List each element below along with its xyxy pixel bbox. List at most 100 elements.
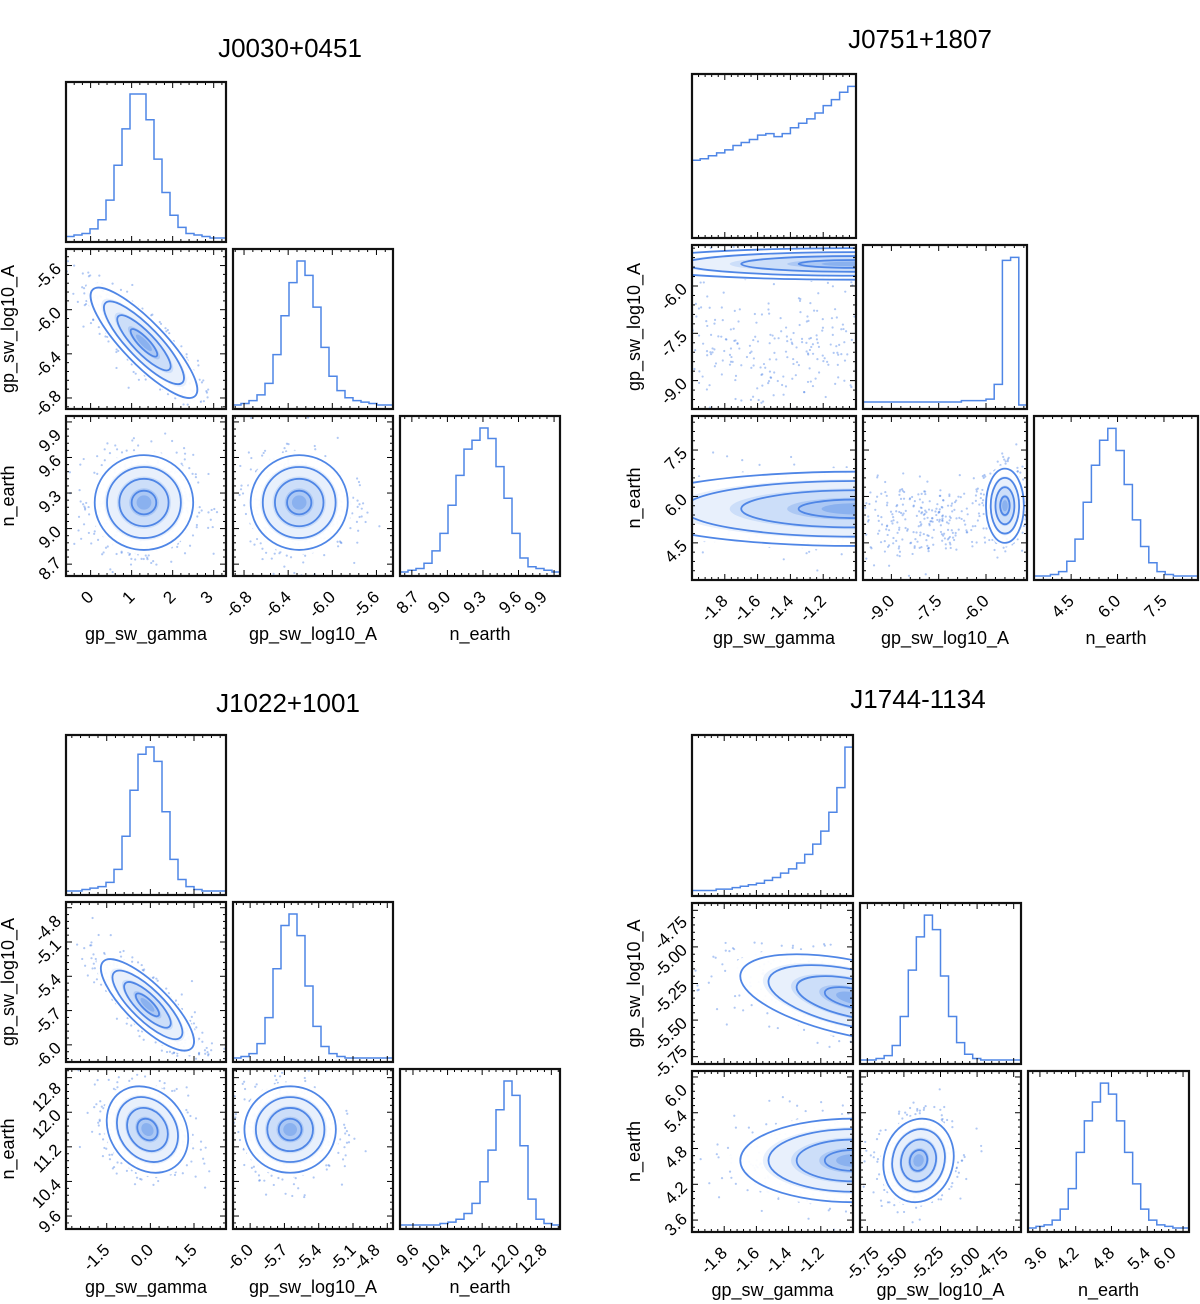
scatter-point — [877, 355, 879, 357]
scatter-point — [738, 308, 741, 311]
scatter-point — [906, 329, 908, 331]
scatter-point — [777, 337, 780, 340]
axes-frame — [861, 243, 1029, 411]
scatter-point — [928, 477, 930, 479]
scatter-point — [943, 261, 945, 263]
scatter-point — [974, 272, 976, 274]
scatter-point — [857, 526, 859, 528]
scatter-point — [541, 272, 543, 274]
scatter-point — [283, 565, 286, 568]
scatter-point — [501, 395, 503, 397]
scatter-point — [241, 492, 245, 495]
scatter-point — [955, 263, 957, 265]
scatter-point — [749, 351, 752, 355]
scatter-point — [875, 373, 877, 375]
scatter-point — [693, 367, 696, 371]
scatter-point — [860, 257, 862, 259]
scatter-point — [82, 523, 86, 526]
x-tick-label: 9.9 — [521, 587, 551, 617]
scatter-point — [872, 481, 874, 483]
scatter-point — [824, 395, 827, 399]
scatter-point — [120, 550, 123, 553]
scatter-point — [195, 523, 198, 527]
scatter-point — [729, 347, 733, 350]
scatter-point — [889, 254, 891, 256]
scatter-point — [899, 265, 901, 267]
scatter-point — [857, 260, 859, 262]
scatter-point — [857, 507, 859, 509]
scatter-point — [168, 332, 171, 335]
scatter-point — [871, 502, 873, 504]
histogram-bin — [790, 128, 798, 238]
scatter-point — [571, 340, 573, 342]
scatter-point — [795, 346, 798, 349]
scatter-point — [270, 557, 273, 560]
scatter-point — [897, 261, 899, 263]
scatter-point — [648, 274, 650, 276]
scatter-point — [273, 552, 276, 555]
scatter-point — [336, 540, 339, 543]
scatter-point — [607, 506, 609, 508]
scatter-point — [203, 432, 205, 434]
scatter-point — [958, 264, 960, 266]
scatter-point — [721, 319, 724, 322]
scatter-point — [879, 506, 881, 508]
x-tick-label: 8.7 — [393, 587, 423, 617]
scatter-point — [988, 261, 990, 263]
scatter-point — [792, 331, 795, 335]
scatter-point — [96, 455, 99, 458]
scatter-point — [859, 273, 861, 275]
scatter-point — [565, 307, 567, 309]
scatter-point — [1005, 250, 1007, 252]
scatter-point — [926, 272, 928, 274]
scatter-point — [913, 363, 915, 365]
histogram-bin — [815, 113, 823, 238]
scatter-point — [859, 503, 861, 505]
scatter-point — [895, 284, 897, 286]
scatter-point — [889, 524, 891, 526]
scatter-point — [93, 532, 96, 535]
scatter-point — [974, 531, 976, 533]
scatter-point — [72, 292, 75, 295]
scatter-point — [879, 427, 881, 429]
histogram-bin — [799, 123, 807, 238]
scatter-point — [971, 476, 973, 478]
scatter-point — [265, 551, 268, 554]
scatter-point — [869, 526, 871, 528]
scatter-point — [843, 359, 847, 362]
scatter-point — [906, 264, 908, 266]
scatter-point — [679, 271, 681, 273]
scatter-point — [695, 315, 698, 318]
scatter-point — [720, 306, 723, 309]
x-tick-label: 0 — [77, 587, 97, 607]
scatter-point — [894, 259, 896, 261]
scatter-point — [896, 535, 898, 537]
scatter-point — [805, 350, 808, 353]
histogram-bin — [162, 193, 170, 242]
scatter-point — [927, 506, 929, 508]
scatter-point — [864, 516, 866, 518]
scatter-point — [784, 326, 788, 329]
scatter-point — [773, 371, 776, 374]
scatter-point — [128, 552, 132, 555]
density-level — [136, 495, 152, 510]
scatter-point — [837, 376, 840, 379]
scatter-point — [906, 273, 908, 275]
scatter-point — [958, 256, 960, 258]
scatter-point — [614, 342, 616, 344]
scatter-point — [188, 467, 191, 470]
scatter-point — [550, 299, 552, 301]
scatter-point — [905, 412, 907, 414]
scatter-point — [864, 270, 866, 272]
scatter-point — [378, 525, 381, 528]
y-tick-label: -6.8 — [31, 387, 65, 421]
scatter-point — [734, 374, 738, 377]
scatter-point — [975, 510, 977, 512]
scatter-point — [581, 416, 583, 418]
scatter-point — [709, 351, 712, 354]
scatter-point — [913, 496, 915, 498]
scatter-point — [923, 259, 925, 261]
scatter-point — [106, 545, 109, 548]
scatter-point — [890, 266, 892, 268]
scatter-point — [142, 557, 145, 561]
